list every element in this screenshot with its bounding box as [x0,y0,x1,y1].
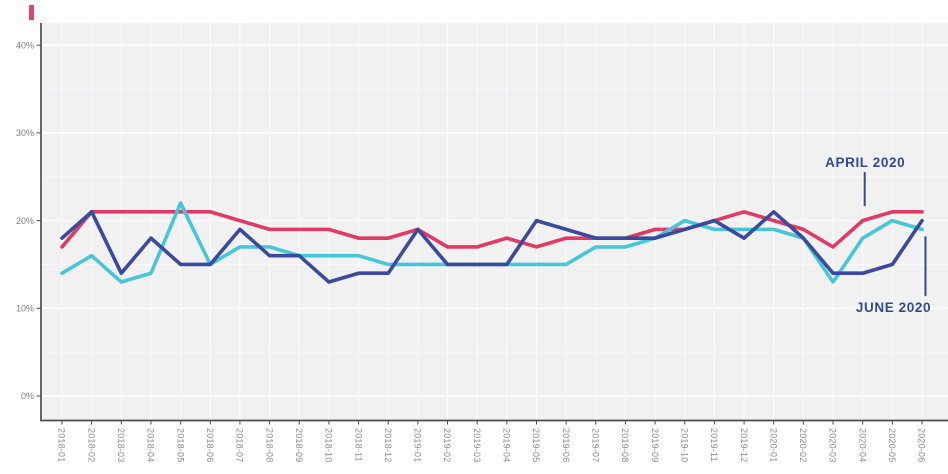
y-tick-label: 30% [16,128,34,138]
chart-annotations: APRIL 2020 JUNE 2020 [825,155,931,315]
x-tick-label: 2019-12 [739,428,749,462]
x-tick-label: 2018-04 [146,428,156,462]
crimson-line [60,210,924,249]
logo-fragment [29,5,34,20]
y-tick-label: 20% [16,216,34,226]
x-tick-label: 2018-06 [205,428,215,462]
x-tick-label: 2018-02 [86,428,96,462]
x-tick-label: 2019-04 [502,428,512,462]
y-tick-label: 10% [16,304,34,314]
x-tick-label: 2019-03 [472,428,482,462]
y-tick-label: 0% [21,391,34,401]
x-tick-label: 2019-06 [561,428,571,462]
x-tick-label: 2019-01 [413,428,423,462]
x-tick-label: 2018-10 [324,428,334,462]
x-tick-label: 2019-11 [709,428,719,462]
x-tick-label: 2019-07 [590,428,600,462]
x-tick-label: 2020-05 [887,428,897,462]
x-tick-label: 2019-09 [650,428,660,462]
x-tick-label: 2018-07 [235,428,245,462]
x-tick-label: 2019-08 [620,428,630,462]
x-tick-label: 2020-06 [917,428,927,462]
april-2020-label: APRIL 2020 [825,155,905,170]
x-tick-label: 2018-01 [57,428,67,462]
x-tick-label: 2018-12 [383,428,393,462]
june-2020-label: JUNE 2020 [856,300,931,315]
x-tick-label: 2019-02 [442,428,452,462]
chart-generated-layer: 0% 10% 20% 30% 40% 2018-01 2018-02 2018-03 2018-… [16,23,948,462]
x-tick-label: 2018-03 [116,428,126,462]
plot-area [41,23,948,421]
x-tick-label: 2018-05 [175,428,185,462]
x-tick-label: 2018-08 [264,428,274,462]
x-tick-label: 2020-04 [857,428,867,462]
x-tick-label: 2019-05 [531,428,541,462]
x-tick-label: 2019-10 [679,428,689,462]
x-tick-label: 2020-02 [798,428,808,462]
x-tick-label: 2018-11 [353,428,363,462]
x-tick-label: 2018-09 [294,428,304,462]
navy-line [60,210,924,284]
y-tick-label: 40% [16,40,34,50]
x-tick-label: 2020-03 [828,428,838,462]
x-tick-label: 2020-01 [768,428,778,462]
